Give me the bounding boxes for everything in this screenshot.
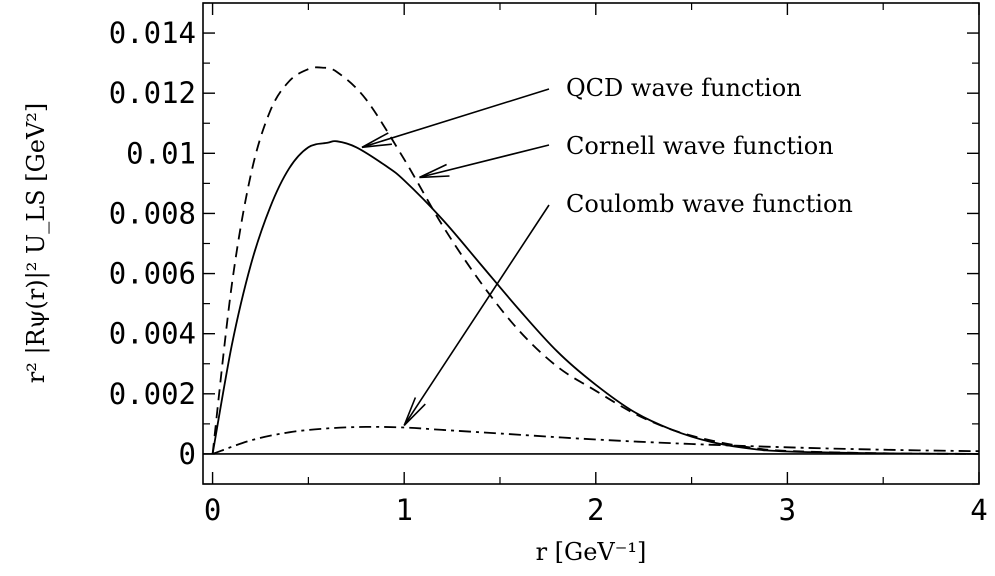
y-tick-label: 0.008 <box>109 196 196 230</box>
y-tick-label: 0.012 <box>109 76 196 110</box>
y-tick-label: 0 <box>179 437 196 471</box>
annotation-arrowhead-coulomb-wave-function <box>403 397 426 426</box>
y-axis-label: r² |Rψ(r)|² U_LS [GeV²] <box>22 103 51 384</box>
axis-ticks <box>203 2 980 485</box>
x-tick-label: 0 <box>204 493 221 527</box>
tick-labels: 0 1 2 3 4 0 0.002 0.004 0.006 0.008 0.01 0.012 0.014 <box>109 16 988 527</box>
annotation-label-qcd-wave-function: QCD wave function <box>566 74 802 102</box>
y-tick-label: 0.014 <box>109 16 196 50</box>
annotation-arrow-qcd-wave-function <box>361 88 550 149</box>
x-tick-label: 1 <box>395 493 412 527</box>
series-line-cornell-wave-function <box>211 66 980 455</box>
x-axis-label: r [GeV⁻¹] <box>536 538 647 566</box>
annotation-label-cornell-wave-function: Cornell wave function <box>566 132 834 160</box>
series-line-coulomb-wave-function <box>212 425 980 455</box>
annotation-arrowhead-cornell-wave-function <box>419 163 450 179</box>
y-tick-label: 0.006 <box>109 257 196 291</box>
series-group <box>211 66 980 455</box>
y-tick-label: 0.01 <box>126 136 196 170</box>
x-tick-label: 4 <box>970 493 987 527</box>
x-tick-label: 2 <box>587 493 604 527</box>
annotation-arrowhead-qcd-wave-function <box>361 132 392 149</box>
series-line-qcd-wave-function <box>211 140 980 455</box>
annotation-group: QCD wave function Cornell wave function Co… <box>361 74 853 426</box>
y-tick-label: 0.004 <box>109 317 196 351</box>
y-tick-label: 0.002 <box>109 377 196 411</box>
annotation-arrow-cornell-wave-function <box>419 144 550 179</box>
annotation-label-coulomb-wave-function: Coulomb wave function <box>566 190 853 218</box>
annotation-arrow-coulomb-wave-function <box>403 204 550 426</box>
x-tick-label: 3 <box>779 493 796 527</box>
